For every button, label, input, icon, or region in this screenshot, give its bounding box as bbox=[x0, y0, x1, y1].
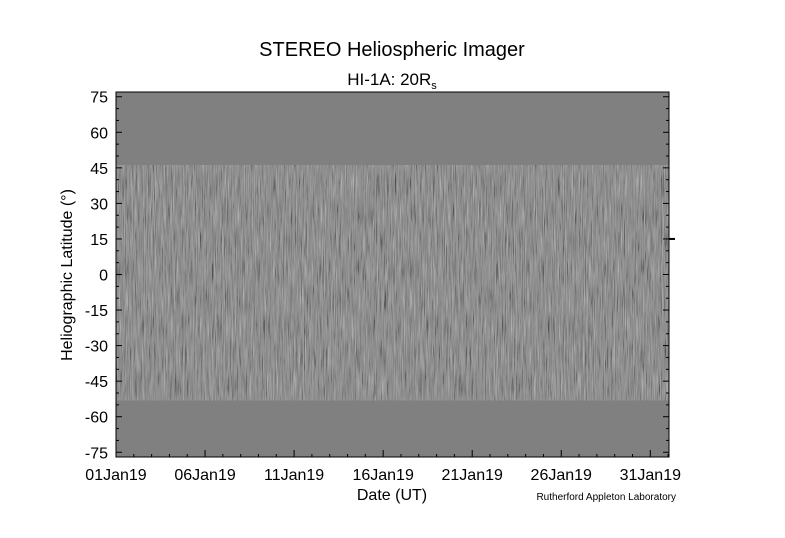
x-tick-label: 11Jan19 bbox=[264, 467, 324, 484]
observation-band bbox=[116, 165, 669, 401]
chart-subtitle: HI-1A: 20Rs bbox=[347, 70, 437, 92]
plot-area bbox=[116, 92, 669, 457]
x-axis: 01Jan19 06Jan19 11Jan19 16Jan19 21Jan19 26Jan… bbox=[85, 450, 681, 484]
y-tick-label: 60 bbox=[90, 125, 108, 142]
subtitle-subscript: s bbox=[431, 80, 437, 92]
y-tick-label: 0 bbox=[99, 268, 108, 285]
y-tick-label: 45 bbox=[90, 161, 108, 178]
x-tick-label: 01Jan19 bbox=[85, 467, 146, 484]
x-tick-label: 06Jan19 bbox=[174, 467, 235, 484]
y-axis: 75 60 45 30 15 0 -15 -30 -45 -60 -75 bbox=[85, 90, 669, 462]
y-tick-label: -30 bbox=[85, 339, 108, 356]
y-tick-label: 30 bbox=[90, 196, 108, 213]
y-tick-label: -60 bbox=[85, 410, 108, 427]
x-tick-label: 21Jan19 bbox=[442, 467, 503, 484]
x-tick-label: 16Jan19 bbox=[352, 467, 413, 484]
y-tick-label: 15 bbox=[90, 232, 108, 249]
y-axis-label: Heliographic Latitude (°) bbox=[59, 189, 76, 361]
x-tick-label: 31Jan19 bbox=[620, 467, 681, 484]
subtitle-main: HI-1A: 20R bbox=[347, 70, 431, 89]
y-tick-label: 75 bbox=[90, 90, 108, 107]
band-texture bbox=[116, 165, 669, 401]
y-tick-label: -15 bbox=[85, 303, 108, 320]
y-tick-label: -45 bbox=[85, 374, 108, 391]
x-tick-label: 26Jan19 bbox=[531, 467, 592, 484]
credit-label: Rutherford Appleton Laboratory bbox=[536, 492, 676, 503]
y-tick-label: -75 bbox=[85, 445, 108, 462]
chart-title: STEREO Heliospheric Imager bbox=[259, 39, 525, 61]
x-axis-label: Date (UT) bbox=[357, 487, 427, 504]
